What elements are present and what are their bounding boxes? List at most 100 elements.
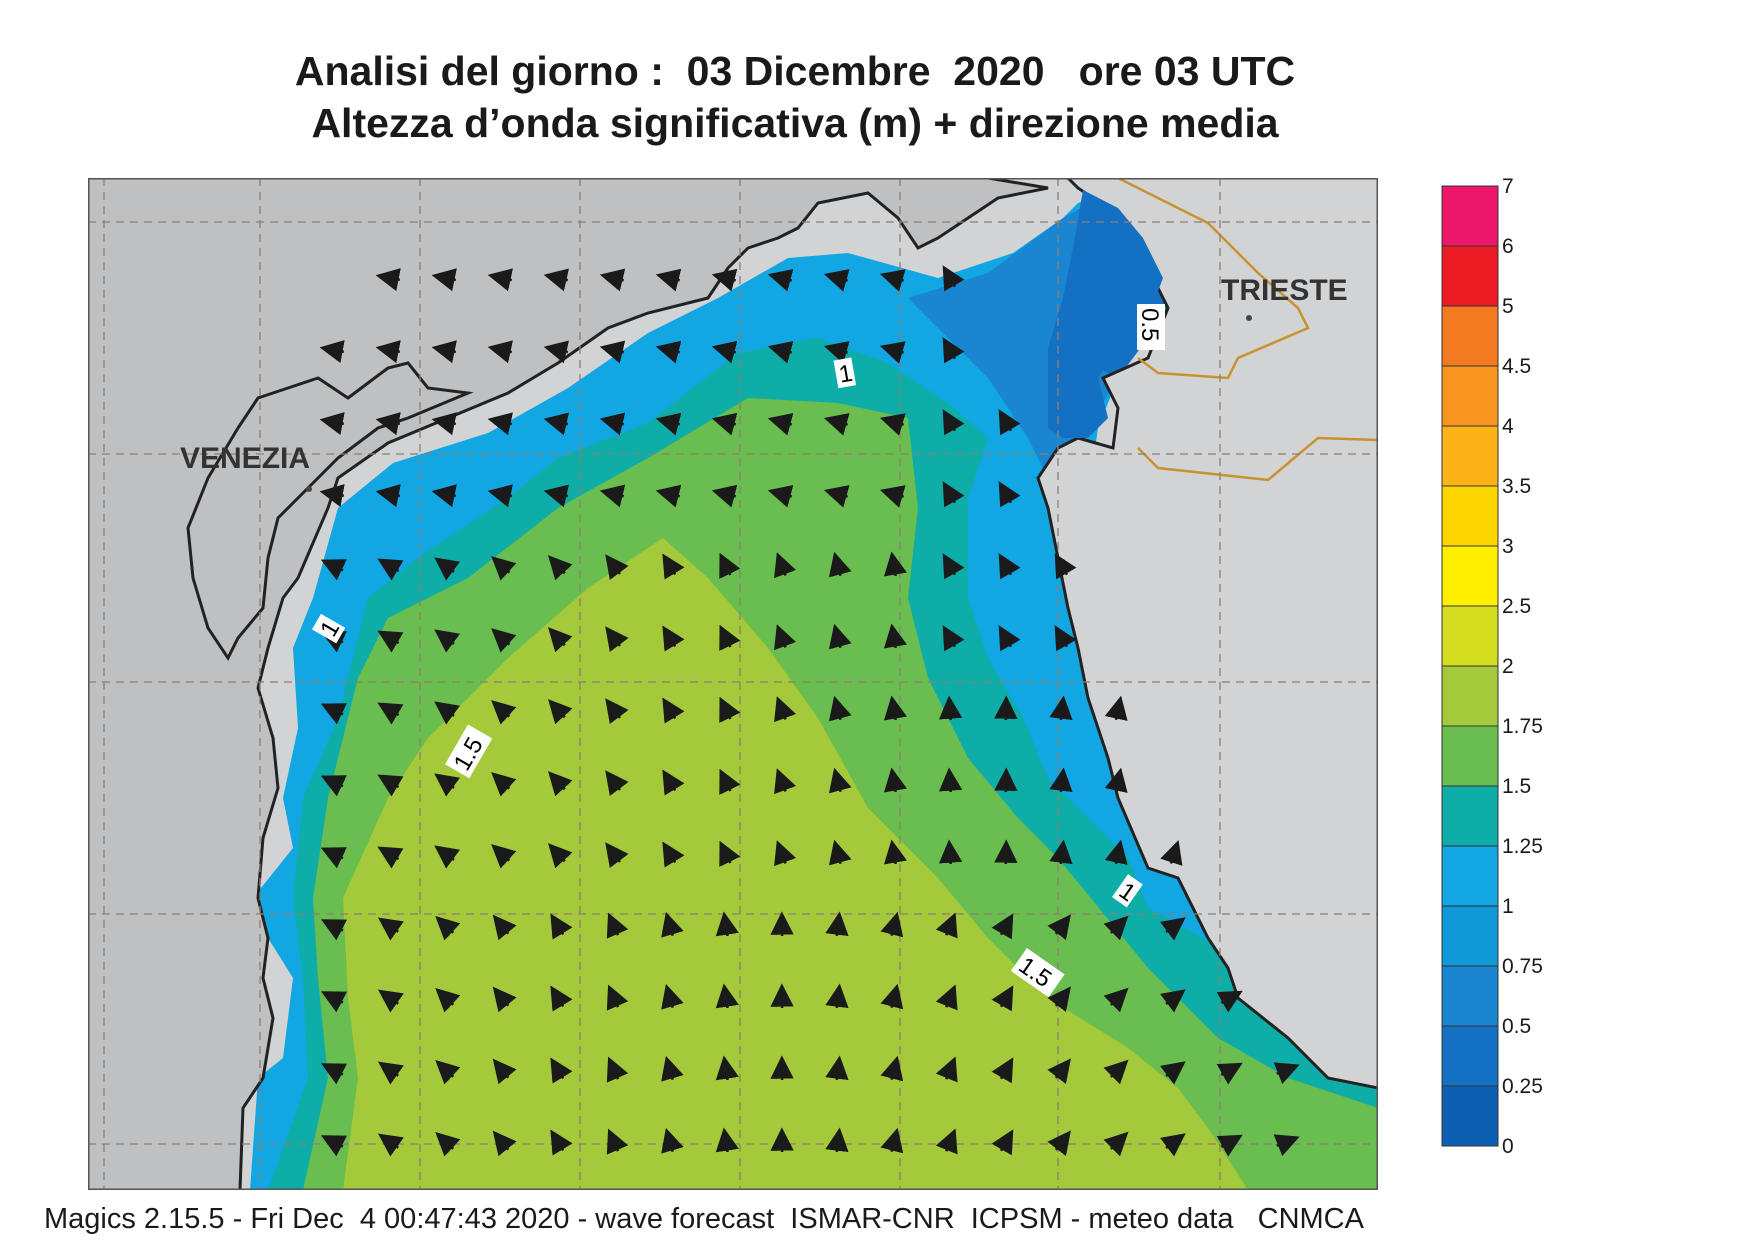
wave-direction-arrow [1160,989,1186,1013]
venice-lagoon [186,361,474,661]
wave-direction-arrow [599,268,626,292]
legend-color-box [1441,905,1499,967]
wave-direction-arrow [1049,695,1073,721]
wave-direction-arrow [543,484,570,508]
wave-direction-arrow [492,914,517,941]
wave-direction-arrow [491,628,517,653]
wave-direction-arrow [435,988,461,1013]
wave-direction-arrow [320,919,348,941]
wave-direction-arrow [435,1060,461,1085]
wave-direction-arrow [823,485,850,508]
wave-direction-arrow [320,847,347,869]
wave-direction-arrow [377,702,404,725]
wave-direction-arrow [1216,990,1243,1013]
wave-height-map: VENEZIA TRIESTE 1 0.5 1 1.5 1 1.5 [88,178,1378,1190]
wave-direction-arrow [715,1127,739,1153]
color-legend: 0 0.25 0.5 0.75 1 1.25 1.5 1.75 2 2.5 3 3.5 4 4.5 5 6 7 [1441,178,1543,1158]
wave-direction-arrow [883,695,907,721]
wave-direction-arrow [661,983,684,1010]
wave-direction-arrow [711,268,738,292]
wave-direction-arrow [543,412,570,436]
wave-direction-arrow [434,845,461,869]
legend-color-box [1441,965,1499,1027]
wave-direction-arrow [825,1127,849,1153]
wave-direction-arrow [320,703,347,725]
wave-direction-arrow [320,775,347,797]
wave-direction-arrow [377,989,404,1013]
wave-direction-arrow [823,341,850,364]
wave-direction-arrow [991,1057,1014,1084]
wave-direction-arrow [942,409,965,436]
wave-direction-arrow [605,698,629,724]
wave-direction-arrow [719,768,741,795]
wave-direction-arrow [879,269,906,292]
wave-direction-arrow [935,1128,958,1155]
wave-direction-arrow [377,558,404,581]
svg-text:0.5: 0.5 [1136,308,1163,341]
wave-direction-arrow [998,553,1021,580]
legend-color-box [1441,845,1499,907]
wave-direction-arrow [998,409,1021,436]
wave-direction-arrow [377,1133,404,1157]
wave-direction-arrows [319,265,1300,1157]
wave-direction-arrow [935,1056,958,1083]
wave-direction-arrow [1054,625,1077,652]
wave-direction-arrow [715,983,739,1009]
wave-direction-arrow [879,341,906,364]
legend-color-box [1441,185,1499,247]
wave-direction-arrow [998,481,1021,508]
wave-direction-arrow [1160,1133,1186,1157]
wave-direction-arrow [319,484,345,508]
wave-direction-arrow [320,991,348,1013]
wave-direction-arrow [828,839,852,866]
wave-direction-arrow [487,412,513,436]
wave-direction-arrow [828,623,852,650]
wave-direction-arrow [828,767,852,794]
wave-direction-arrow [543,268,570,292]
wave-direction-arrow [548,699,573,725]
wave-direction-arrow [883,839,907,865]
footer-credits: Magics 2.15.5 - Fri Dec 4 00:47:43 2020 … [44,1203,1364,1235]
legend-color-box [1441,1085,1499,1147]
wave-direction-arrow [550,1129,573,1156]
wave-direction-arrow [880,911,904,938]
legend-label: 3.5 [1502,475,1531,498]
wave-direction-arrow [492,1130,517,1157]
wave-direction-arrow [550,1057,573,1084]
wave-direction-arrow [662,769,685,796]
wave-direction-arrow [599,412,626,436]
wave-direction-arrow [606,912,629,939]
wave-direction-arrow [711,340,738,364]
legend-label: 5 [1502,295,1514,318]
wave-direction-arrow [662,841,685,868]
wave-direction-arrow [942,553,965,580]
wave-direction-arrow [319,340,345,364]
contour-label: 1 [833,357,857,389]
wave-direction-arrow [719,624,741,651]
wave-direction-arrow [431,484,457,508]
graticule [88,178,1378,1190]
city-label-venezia: VENEZIA [180,442,310,475]
wave-direction-arrow [719,552,741,579]
wave-direction-arrow [767,412,794,436]
legend-label: 2.5 [1502,595,1531,618]
wave-direction-arrow [991,913,1014,940]
wave-direction-arrow [491,556,517,581]
wave-direction-arrow [1047,914,1071,941]
legend-label: 3 [1502,535,1514,558]
wave-direction-arrow [487,268,513,292]
wave-direction-arrow [825,1055,849,1081]
wave-direction-arrow [548,843,573,869]
wave-direction-arrow [880,1055,904,1082]
legend-label: 0.25 [1502,1075,1543,1098]
wave-direction-arrow [823,413,850,436]
wave-direction-arrow [883,551,907,577]
legend-label: 0.5 [1502,1015,1531,1038]
wave-direction-arrow [942,337,965,364]
wave-direction-arrow [431,340,457,364]
wave-direction-arrow [828,551,852,578]
wave-direction-arrow [434,557,461,581]
wave-direction-arrow [1103,987,1129,1013]
contour-label: 0.5 [1136,304,1165,350]
wave-direction-arrow [823,269,850,292]
